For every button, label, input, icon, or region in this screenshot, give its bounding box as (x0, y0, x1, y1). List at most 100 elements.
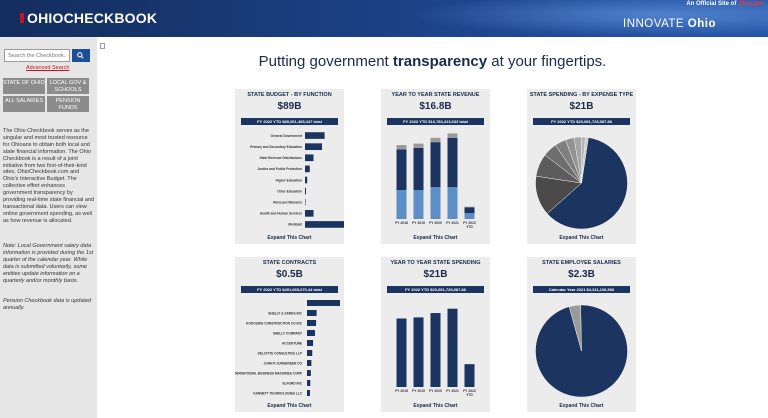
bar (464, 207, 475, 214)
card-value: $89B (277, 101, 302, 112)
bar (396, 318, 407, 387)
bar (307, 340, 314, 346)
pie-slice (568, 304, 582, 352)
bar-label: General Government (270, 134, 302, 138)
innovate-ohio-logo[interactable]: INNOVATE Ohio (623, 18, 716, 30)
header-glow (408, 0, 768, 37)
bar-label: SHELLY COMPANY (273, 331, 303, 335)
advanced-search-link[interactable]: Advanced Search (26, 65, 70, 71)
state-revenue-card[interactable]: YEAR TO YEAR STATE REVENUE $16.8B FY 2022 … (381, 89, 490, 244)
bar-label: Health and Human Services (260, 212, 302, 216)
bar-label: Other Education (277, 189, 302, 193)
bar (305, 132, 325, 139)
chart-svg: SHELLY & SANDS INC KOKOSING CONSTRUCTION … (235, 300, 340, 396)
card-title: STATE BUDGET - BY FUNCTION (247, 92, 332, 98)
expand-chart-link[interactable]: Expand This Chart (267, 403, 312, 409)
search-button[interactable] (72, 49, 90, 62)
bar (305, 187, 307, 195)
pie-slice (546, 137, 628, 230)
chart-svg: General Government Primary and Secondary … (250, 132, 344, 228)
bar-label: ELFORD INC (283, 381, 303, 385)
sidebar-toggle-icon[interactable] (100, 43, 105, 49)
bar (430, 187, 441, 219)
expand-chart-link[interactable]: Expand This Chart (559, 403, 604, 409)
nav-local-gov[interactable]: LOCAL GOV & SCHOOLS (47, 78, 89, 94)
chart-svg (535, 304, 628, 398)
state-contracts-card[interactable]: STATE CONTRACTS $0.5B FY 2022 YTD $491,665… (235, 257, 344, 412)
bar (430, 313, 441, 387)
card-value: $16.8B (419, 101, 452, 112)
card-title: STATE CONTRACTS (262, 260, 317, 266)
official-site: An Official Site of Ohio.gov (686, 1, 764, 7)
bar (447, 187, 458, 219)
bar (305, 221, 344, 228)
bar (307, 390, 311, 396)
page-headline: Putting government transparency at your … (97, 53, 768, 70)
bar (396, 149, 407, 190)
bar (430, 137, 441, 143)
ohio-gov-link[interactable]: Ohio.gov (738, 1, 764, 7)
bar-label: KOKOSING CONSTRUCTION CO INC (246, 321, 303, 325)
search-icon (77, 52, 84, 59)
tick-label: YTD (466, 225, 473, 229)
card-total-bar: FY 2022 YTD $89,061,465,447 total (241, 118, 338, 125)
nav-pension-funds[interactable]: PENSION FUNDS (47, 96, 89, 112)
bar (413, 143, 424, 148)
tick-label: FY 2022 (463, 389, 476, 393)
card-total-bar: FY 2022 YTD $20,691,725,987.88 (533, 118, 630, 125)
brand-text: OHIOCHECKBOOK (27, 10, 158, 26)
expand-chart-link[interactable]: Expand This Chart (267, 235, 312, 241)
bar (305, 165, 310, 173)
expand-chart-link[interactable]: Expand This Chart (413, 403, 458, 409)
expand-chart-link[interactable]: Expand This Chart (413, 235, 458, 241)
search-input[interactable] (4, 49, 70, 62)
bar-label: INTERNATIONAL BUSINESS MACHINES CORP (235, 371, 303, 375)
card-title: YEAR TO YEAR STATE SPENDING (390, 260, 481, 266)
bar-label: Justice and Public Protection (257, 167, 302, 171)
tick-label: FY 2020 (429, 221, 442, 225)
card-value: $2.3B (568, 269, 595, 280)
bar (396, 145, 407, 150)
brand-logo[interactable]: OHIOCHECKBOOK (20, 10, 157, 26)
salary-note: Note: Local Government salary data infor… (3, 243, 94, 284)
card-total-bar: FY 2022 YTD $20,691,725,987.88 (387, 286, 484, 293)
bar (413, 190, 424, 219)
expand-chart-link[interactable]: Expand This Chart (559, 235, 604, 241)
top-header: OHIOCHECKBOOK An Official Site of Ohio.g… (0, 0, 768, 37)
state-budget-card[interactable]: STATE BUDGET - BY FUNCTION $89B FY 2022 YT… (235, 89, 344, 244)
bar-label: DELOITTE CONSULTING LLP (258, 351, 303, 355)
ohio-text: Ohio (687, 18, 716, 30)
nav-all-salaries[interactable]: ALL SALARIES (3, 96, 45, 112)
ohio-flag-icon (20, 13, 24, 23)
bar (307, 360, 312, 366)
state-spending-card[interactable]: STATE SPENDING - BY EXPENSE TYPE $21B FY 2… (527, 89, 636, 244)
card-title: STATE SPENDING - BY EXPENSE TYPE (529, 92, 634, 98)
bar-label: Medicaid (288, 223, 302, 227)
bar-label: SHELLY & SANDS INC (268, 311, 303, 315)
card-value: $21B (423, 269, 448, 280)
employee-salaries-card[interactable]: STATE EMPLOYEE SALARIES $2.3B Calendar Yea… (527, 257, 636, 412)
tick-label: FY 2018 (395, 389, 408, 393)
bar (305, 143, 323, 150)
bar (447, 137, 458, 188)
bar (307, 330, 315, 336)
innovate-text: INNOVATE (623, 18, 685, 30)
bar (307, 370, 311, 376)
bar-label: State Revenue Distributions (259, 156, 302, 160)
card-title: STATE EMPLOYEE SALARIES (542, 260, 621, 266)
tick-label: FY 2019 (412, 389, 425, 393)
headline-post: at your fingertips. (487, 53, 607, 70)
pension-note: Pension Checkbook data is updated annual… (3, 298, 92, 311)
nav-state-of-ohio[interactable]: STATE OF OHIO (3, 78, 45, 94)
bar-label: Reissued Warrants (273, 201, 302, 205)
tick-label: FY 2019 (412, 221, 425, 225)
bar (447, 133, 458, 138)
headline-bold: transparency (392, 53, 488, 70)
tick-label: FY 2021 (446, 389, 459, 393)
yearly-spending-card[interactable]: YEAR TO YEAR STATE SPENDING $21B FY 2022 Y… (381, 257, 490, 412)
bar (307, 310, 317, 316)
tick-label: FY 2018 (395, 221, 408, 225)
bar (305, 176, 308, 184)
card-total-bar: Calendar Year 2021 $4,311,108,506 (533, 286, 630, 293)
